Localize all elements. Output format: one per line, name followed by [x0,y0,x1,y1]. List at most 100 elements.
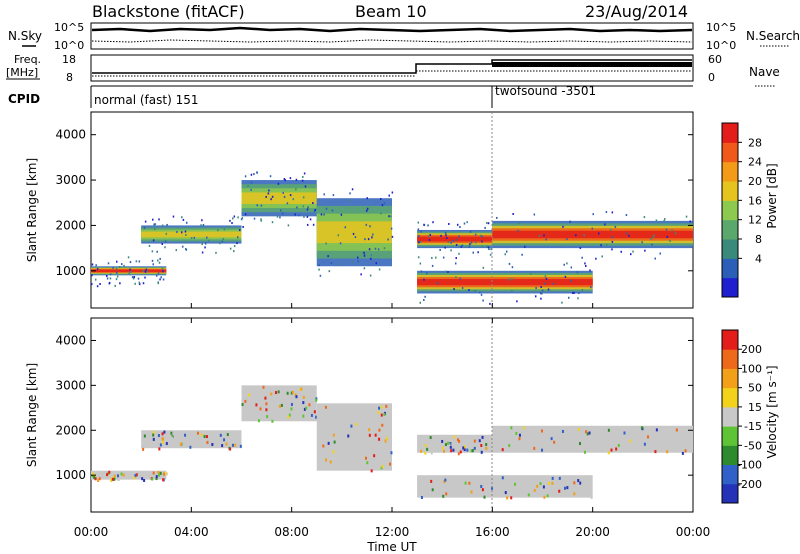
power-scatter [630,253,632,256]
power-scatter [601,255,603,258]
power-scatter [108,281,111,284]
power-scatter [611,211,614,214]
velocity-scatter [550,437,553,441]
power-scatter [161,243,164,246]
velocity-scatter [681,451,684,455]
colorbar-tick-label: -50 [744,439,762,452]
velocity-scatter [449,445,452,449]
power-scatter [366,207,369,210]
power-scatter [444,246,446,249]
power-scatter [286,202,289,205]
power-scatter [475,241,477,244]
power-scatter [271,221,274,224]
y-tick-label: 2000 [55,423,86,437]
power-scatter [112,266,114,269]
power-scatter [228,225,231,228]
velocity-scatter [429,436,432,440]
power-scatter [106,275,108,278]
freq-panel: Freq. [MHz] 18 8 60 0 Nave [6,53,780,87]
power-scatter [180,231,183,234]
power-scatter [479,291,481,294]
velocity-scatter [485,443,488,447]
power-scatter [481,245,484,248]
power-scatter [577,297,579,300]
power-scatter [417,256,420,259]
power-scatter [323,193,325,196]
power-scatter [116,271,118,274]
power-scatter [145,268,148,271]
power-scatter [665,228,668,231]
power-scatter [651,243,653,246]
power-scatter [253,173,255,176]
velocity-scatter [370,469,373,473]
freq-frame [90,54,694,82]
nsearch-label: N.Search [746,29,800,43]
velocity-scatter [203,435,206,439]
velocity-scatter [437,440,440,444]
velocity-scatter [152,430,155,434]
velocity-scatter [116,474,119,478]
velocity-scatter [155,477,158,481]
power-scatter [455,238,458,241]
power-scatter [232,217,234,220]
velocity-scatter [566,486,569,490]
velocity-scatter [577,479,580,483]
power-scatter [247,184,249,187]
velocity-scatter [120,472,123,476]
power-scatter [287,224,290,227]
power-scatter [566,262,568,265]
power-scatter [250,188,252,191]
velocity-scatter [647,435,650,439]
power-scatter [540,292,542,295]
velocity-scatter [420,449,423,453]
colorbar-tick-label: 28 [748,136,762,149]
y-tick-label: 1000 [55,264,86,278]
power-scatter [659,252,661,255]
power-scatter [233,250,235,253]
power-scatter [313,210,316,213]
velocity-scatter [509,442,512,446]
power-scatter [391,235,394,238]
power-scatter [452,240,455,243]
colorbar-swatch [722,426,738,446]
velocity-scatter [473,439,476,443]
power-scatter [283,178,286,181]
power-scatter [507,278,510,281]
power-scatter [254,212,256,215]
velocity-scatter [368,433,371,437]
velocity-scatter [158,473,161,477]
velocity-scatter [305,406,308,410]
power-scatter [151,250,154,253]
velocity-scatter [518,437,521,441]
power-scatter [161,267,164,270]
colorbar-swatch [722,330,738,350]
velocity-scatter [441,446,444,450]
power-scatter [157,259,159,262]
power-scatter [327,255,329,258]
velocity-scatter [583,450,586,454]
power-scatter [423,298,425,301]
velocity-scatter [94,477,97,481]
power-scatter [351,188,354,191]
velocity-scatter [108,470,111,474]
power-scatter [663,219,665,222]
velocity-scatter [562,492,565,496]
velocity-scatter [623,431,626,435]
power-scatter [383,247,386,250]
power-scatter [428,238,431,241]
power-scatter [183,241,186,244]
power-scatter [375,262,378,265]
power-scatter [159,257,161,260]
power-scatter [625,232,628,235]
colorbar-swatch [722,483,738,504]
colorbar-tick-label: 200 [741,343,762,356]
power-scatter [276,215,279,218]
power-scatter [222,237,225,240]
velocity-scatter [443,480,446,484]
velocity-scatter [159,471,162,475]
power-scatter [181,245,184,248]
power-scatter [442,256,445,259]
power-scatter [242,225,244,228]
cpid-segment-1: normal (fast) 151 [94,93,198,107]
x-tick-label: 08:00 [274,525,309,539]
